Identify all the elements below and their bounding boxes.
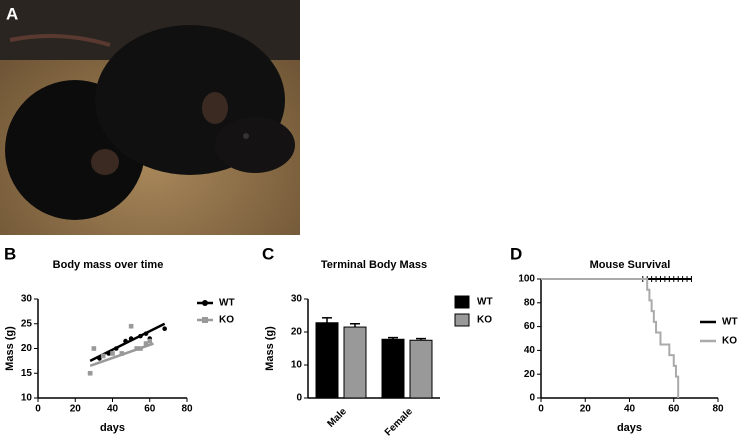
y-tick-label: 30 <box>21 294 33 305</box>
point <box>147 338 153 344</box>
panel-label: C <box>262 244 274 263</box>
bar <box>381 338 405 399</box>
point <box>128 323 134 329</box>
bar <box>409 339 433 399</box>
y-tick-label: 25 <box>21 318 33 329</box>
x-tick-label: 20 <box>70 404 82 415</box>
x-tick-label: Male <box>325 406 349 430</box>
y-tick-label: 40 <box>524 345 536 356</box>
x-tick-label: 40 <box>107 404 119 415</box>
x-tick-label: Female <box>383 406 415 438</box>
legend-label: KO <box>722 336 737 347</box>
y-tick-label: 60 <box>524 321 536 332</box>
legend-marker <box>202 300 208 306</box>
point <box>100 353 106 359</box>
survival-line <box>541 278 680 398</box>
y-tick-label: 20 <box>524 369 536 380</box>
x-tick-label: 60 <box>668 404 680 415</box>
fit-line <box>89 342 154 368</box>
photo <box>0 0 300 235</box>
legend-marker <box>202 317 208 323</box>
y-tick-label: 80 <box>524 297 536 308</box>
y-axis-label: Mass (g) <box>264 326 276 371</box>
chart-title: Terminal Body Mass <box>321 259 427 271</box>
y-tick-label: 20 <box>21 343 33 354</box>
legend-label: WT <box>477 297 493 308</box>
y-tick-label: 0 <box>529 393 535 404</box>
point <box>143 341 149 346</box>
y-tick-label: 0 <box>296 393 302 404</box>
y-tick-label: 10 <box>21 393 33 404</box>
x-tick-label: 40 <box>624 404 636 415</box>
y-tick-label: 30 <box>291 294 303 305</box>
point <box>91 346 97 351</box>
legend-label: WT <box>722 317 738 328</box>
point <box>87 370 93 376</box>
legend-label: KO <box>219 315 234 326</box>
x-tick-label: 80 <box>181 404 193 415</box>
panel-label: B <box>4 244 16 263</box>
bar <box>315 322 339 399</box>
x-tick-label: 20 <box>580 404 592 415</box>
legend-label: WT <box>219 298 235 309</box>
y-tick-label: 20 <box>291 327 303 338</box>
chart-title: Body mass over time <box>53 259 164 271</box>
x-tick-label: 0 <box>35 404 41 415</box>
x-tick-label: 60 <box>144 404 156 415</box>
y-axis-label: Mass (g) <box>4 326 16 371</box>
legend-label: KO <box>477 315 492 326</box>
bar <box>343 326 367 399</box>
point <box>110 351 115 356</box>
x-tick-label: 80 <box>712 404 724 415</box>
y-tick-label: 10 <box>291 360 303 371</box>
panel-label: D <box>510 244 522 263</box>
y-tick-label: 15 <box>21 368 33 379</box>
x-tick-label: 0 <box>538 404 544 415</box>
x-axis-label: days <box>617 422 642 434</box>
x-axis-label: days <box>100 422 125 434</box>
y-tick-label: 100 <box>518 274 535 285</box>
legend-swatch <box>454 295 470 309</box>
panel-label: A <box>6 4 18 23</box>
chart-title: Mouse Survival <box>590 259 671 271</box>
legend-swatch <box>454 313 470 327</box>
point <box>162 326 167 332</box>
